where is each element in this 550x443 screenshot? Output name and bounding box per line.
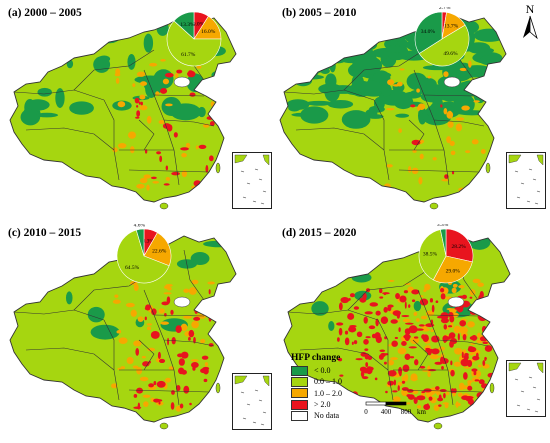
map-panel-a: (a) 2000 – 2005 9.0% 16.0% 61.7% 13.3% xyxy=(2,2,274,220)
pie-chart-c: 8.3% 22.6% 64.5% 4.6% xyxy=(116,224,172,284)
pie-chart-b: 2.7% 13.7% 49.6% 34.0% xyxy=(414,7,470,67)
scale-bar: 0 400 800 km xyxy=(364,401,427,416)
legend-swatch xyxy=(291,410,308,421)
south-china-sea-inset-b xyxy=(506,152,546,209)
pie-chart-a: 9.0% 16.0% 61.7% 13.3% xyxy=(166,11,222,67)
pie-slice-c1to2 xyxy=(432,255,473,284)
legend: HFP change < 0.0 0.0 – 1.0 1.0 – 2.0 > 2.0 N… xyxy=(291,353,383,421)
pie-label-c1to2: 16.0% xyxy=(201,29,216,35)
pie-slice-lt0 xyxy=(440,228,447,257)
panel-title-a: (a) 2000 – 2005 xyxy=(8,7,82,19)
pie-label-c1to2: 29.0% xyxy=(446,269,461,275)
pie-slice-c0to1 xyxy=(418,229,447,281)
legend-item-gt2: > 2.0 xyxy=(291,399,383,410)
pie-slice-gt2 xyxy=(445,228,474,263)
pie-label-lt0: 13.3% xyxy=(180,22,195,28)
pie-chart-d: 28.2% 29.0% 38.5% 3.3% xyxy=(418,224,474,284)
legend-item-c1to2: 1.0 – 2.0 xyxy=(291,388,383,399)
panel-title-b: (b) 2005 – 2010 xyxy=(282,7,357,19)
china-landmass xyxy=(10,236,236,422)
pie-label-c0to1: 49.6% xyxy=(443,51,458,57)
pie-slice-lt0 xyxy=(414,11,443,54)
map-panel-d: (d) 2015 – 2020 28.2% 29.0% 38.5% 3.3% xyxy=(276,222,548,440)
china-map-d xyxy=(283,235,511,430)
pie-label-c1to2: 13.7% xyxy=(444,24,459,30)
legend-label: No data xyxy=(314,411,340,421)
legend-item-c0to1: 0.0 – 1.0 xyxy=(291,376,383,387)
legend-swatch xyxy=(291,365,308,376)
pie-slice-c1to2 xyxy=(143,232,172,267)
map-panel-c: (c) 2010 – 2015 8.3% 22.6% 64.5% 4.6% xyxy=(2,222,274,440)
pie-label-lt0: 3.3% xyxy=(437,224,449,228)
legend-label: < 0.0 xyxy=(314,366,331,376)
panel-title-c: (c) 2010 – 2015 xyxy=(8,227,82,239)
south-china-sea-inset-d xyxy=(506,360,546,417)
legend-label: 0.0 – 1.0 xyxy=(314,377,342,387)
pie-label-c0to1: 61.7% xyxy=(181,52,196,58)
pie-label-lt0: 4.6% xyxy=(134,224,146,228)
south-china-sea-inset-a xyxy=(232,152,272,209)
pie-slice-c0to1 xyxy=(166,20,222,67)
pie-slice-lt0 xyxy=(135,228,145,257)
pie-label-gt2: 28.2% xyxy=(452,244,467,250)
legend-swatch xyxy=(291,399,308,410)
pie-label-c0to1: 64.5% xyxy=(125,265,140,271)
pie-slice-c0to1 xyxy=(116,229,170,284)
legend-item-nodata: No data xyxy=(291,410,383,421)
pie-label-c0to1: 38.5% xyxy=(423,252,438,258)
legend-title: HFP change xyxy=(291,353,341,363)
scale-tick-800: 800 xyxy=(401,408,412,416)
north-label: N xyxy=(526,2,535,16)
china-map-c xyxy=(9,235,237,430)
legend-item-lt0: < 0.0 xyxy=(291,365,383,376)
legend-swatch xyxy=(291,388,308,399)
china-map-a xyxy=(9,15,237,210)
north-arrow-icon: N xyxy=(523,2,538,40)
scale-tick-400: 400 xyxy=(381,408,392,416)
pie-label-lt0: 34.0% xyxy=(421,29,436,35)
pie-slice-c0to1 xyxy=(418,24,470,67)
panel-title-d: (d) 2015 – 2020 xyxy=(282,227,357,239)
legend-items: < 0.0 0.0 – 1.0 1.0 – 2.0 > 2.0 No data xyxy=(291,365,383,421)
legend-label: > 2.0 xyxy=(314,400,331,410)
legend-label: 1.0 – 2.0 xyxy=(314,388,342,398)
pie-label-c1to2: 22.6% xyxy=(152,249,167,255)
south-china-sea-inset-c xyxy=(232,373,272,430)
scale-tick-0: 0 xyxy=(364,408,368,416)
legend-swatch xyxy=(291,376,308,387)
scale-unit: km xyxy=(417,408,427,416)
pie-label-gt2: 2.7% xyxy=(439,7,451,11)
pie-label-gt2: 8.3% xyxy=(142,238,154,244)
pie-slice-lt0 xyxy=(173,11,195,40)
pie-label-gt2: 9.0% xyxy=(193,21,205,27)
map-panel-b: (b) 2005 – 2010 2.7% 13.7% 49.6% 34.0% xyxy=(276,2,548,220)
